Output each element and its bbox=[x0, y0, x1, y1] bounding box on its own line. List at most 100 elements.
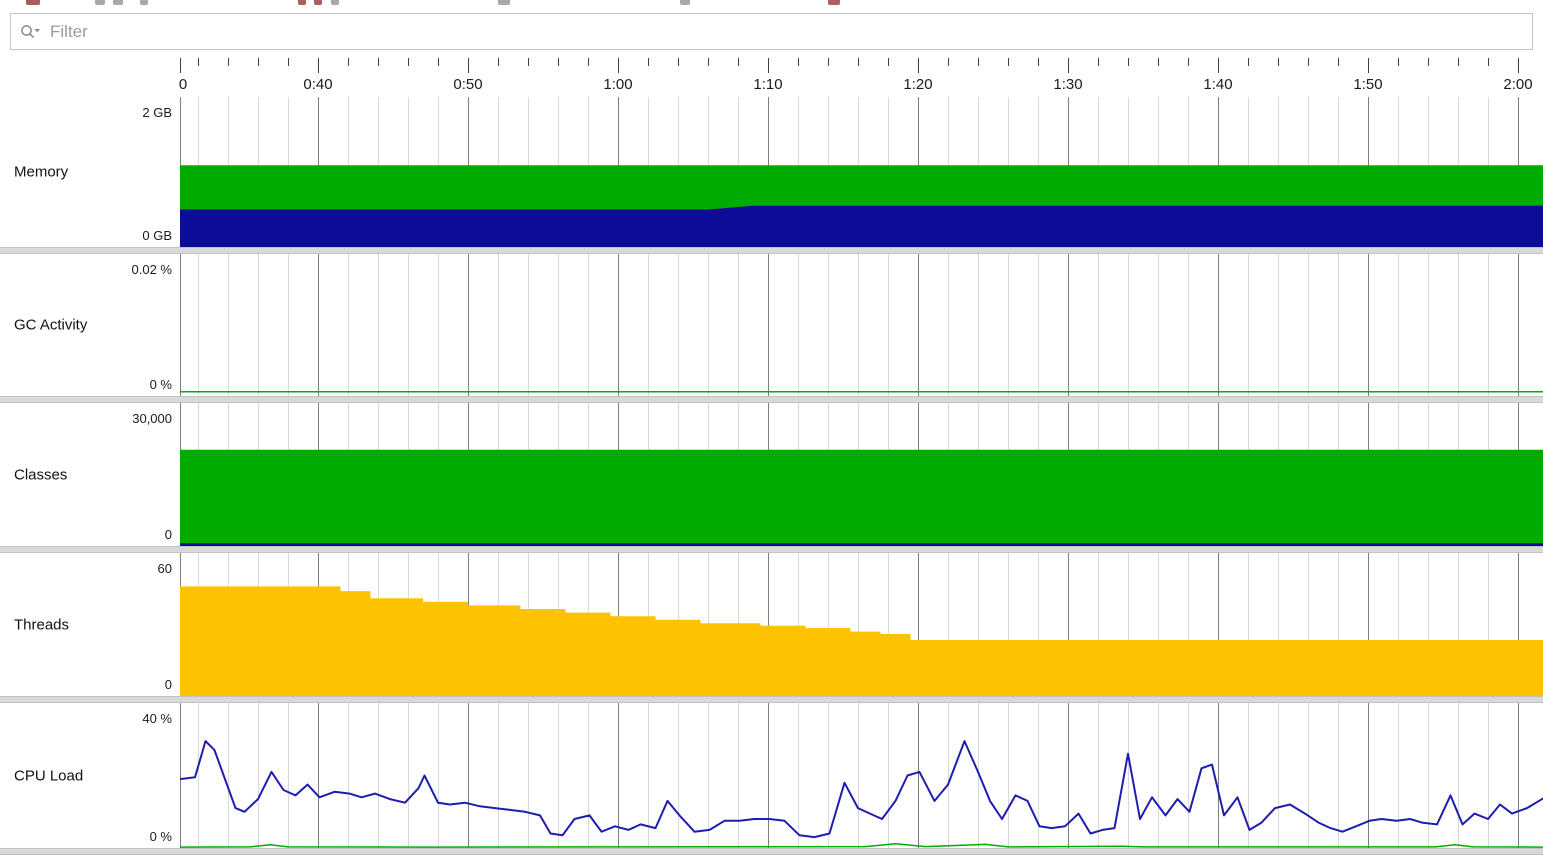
panel-cpu-load-label: CPU Load bbox=[14, 767, 84, 784]
clipped-toolbar-icon bbox=[26, 0, 40, 5]
ruler-tick bbox=[558, 58, 559, 66]
ruler-tick bbox=[828, 58, 829, 66]
ruler-tick bbox=[348, 58, 349, 66]
ruler-tick bbox=[798, 58, 799, 66]
panel-gc-activity: GC Activity 0.02 % 0 % bbox=[0, 254, 1543, 396]
filter-bar bbox=[10, 13, 1533, 50]
ruler-tick bbox=[1098, 58, 1099, 66]
ruler-tick bbox=[528, 58, 529, 66]
panel-threads-label: Threads bbox=[14, 616, 70, 633]
ruler-tick bbox=[1398, 58, 1399, 66]
ruler-tick bbox=[1518, 58, 1519, 73]
clipped-toolbar-icon bbox=[314, 0, 322, 5]
threads-chart-canvas bbox=[180, 553, 1543, 696]
ruler-tick bbox=[1038, 58, 1039, 66]
ruler-tick bbox=[1308, 58, 1309, 66]
panel-cpu-load-axis-max: 40 % bbox=[142, 711, 172, 726]
panel-cpu-load: CPU Load 40 % 0 % bbox=[0, 703, 1543, 848]
panel-gc-activity-axis-min: 0 % bbox=[149, 377, 172, 392]
panel-separator bbox=[0, 546, 1543, 553]
ruler-tick bbox=[198, 58, 199, 66]
filter-input[interactable] bbox=[48, 13, 1532, 50]
ruler-tick bbox=[228, 58, 229, 66]
clipped-toolbar-icon bbox=[680, 0, 690, 5]
clipped-toolbar-icon bbox=[140, 0, 148, 5]
ruler-tick bbox=[648, 58, 649, 66]
ruler-tick bbox=[918, 58, 919, 73]
ruler-tick bbox=[1248, 58, 1249, 66]
ruler-tick bbox=[498, 58, 499, 66]
ruler-label: 1:10 bbox=[753, 76, 783, 93]
ruler-tick bbox=[678, 58, 679, 66]
panel-threads-axis-min: 0 bbox=[164, 677, 172, 692]
clipped-toolbar-icon bbox=[95, 0, 105, 5]
ruler-label: 1:30 bbox=[1053, 76, 1083, 93]
ruler-tick bbox=[1278, 58, 1279, 66]
ruler-label: 0:40 bbox=[303, 76, 333, 93]
panel-classes-label: Classes bbox=[14, 466, 68, 483]
panel-separator bbox=[0, 848, 1543, 855]
search-filter-icon[interactable] bbox=[20, 24, 42, 40]
ruler-tick bbox=[180, 58, 181, 73]
ruler-tick bbox=[1488, 58, 1489, 66]
ruler-tick bbox=[1128, 58, 1129, 66]
panel-gc-activity-plot[interactable] bbox=[180, 254, 1543, 396]
clipped-toolbar-icon bbox=[113, 0, 123, 5]
panel-memory-label: Memory bbox=[14, 163, 69, 181]
ruler-tick bbox=[1188, 58, 1189, 66]
panel-classes-axis-max: 30,000 bbox=[132, 411, 172, 426]
ruler-tick bbox=[1218, 58, 1219, 73]
ruler-label: 1:50 bbox=[1353, 76, 1383, 93]
classes-chart-canvas bbox=[180, 403, 1543, 546]
panel-classes-axis-min: 0 bbox=[164, 527, 172, 542]
cpu-load-chart-canvas bbox=[180, 703, 1543, 848]
ruler-tick bbox=[618, 58, 619, 73]
timeline-ruler[interactable]: 0 0:40 0:50 1:00 1:10 1:20 1:30 1:40 1:50 2:00 bbox=[0, 55, 1543, 97]
ruler-tick bbox=[288, 58, 289, 66]
ruler-tick bbox=[408, 58, 409, 66]
ruler-tick bbox=[708, 58, 709, 66]
ruler-label: 2:00 bbox=[1503, 76, 1533, 93]
ruler-tick bbox=[1068, 58, 1069, 73]
panel-separator bbox=[0, 696, 1543, 703]
panel-memory-axis-max: 2 GB bbox=[142, 105, 172, 120]
panel-threads: Threads 60 0 bbox=[0, 553, 1543, 696]
panel-classes-plot[interactable] bbox=[180, 403, 1543, 546]
ruler-label: 0 bbox=[178, 76, 188, 93]
ruler-tick bbox=[468, 58, 469, 73]
ruler-tick bbox=[978, 58, 979, 66]
ruler-tick bbox=[1158, 58, 1159, 66]
clipped-toolbar-icon bbox=[828, 0, 840, 5]
panel-memory-plot[interactable] bbox=[180, 97, 1543, 247]
panel-separator bbox=[0, 396, 1543, 403]
ruler-tick bbox=[378, 58, 379, 66]
ruler-tick bbox=[588, 58, 589, 66]
panel-gc-activity-axis-max: 0.02 % bbox=[131, 262, 172, 277]
ruler-tick bbox=[858, 58, 859, 66]
clipped-toolbar-icon bbox=[331, 0, 339, 5]
ruler-tick bbox=[768, 58, 769, 73]
ruler-label: 0:50 bbox=[453, 76, 483, 93]
panel-memory-axis-min: 0 GB bbox=[142, 228, 172, 243]
clipped-toolbar-icon bbox=[298, 0, 306, 5]
ruler-tick bbox=[1458, 58, 1459, 66]
panel-cpu-load-axis-min: 0 % bbox=[149, 829, 172, 844]
gc-activity-chart-canvas bbox=[180, 254, 1543, 396]
ruler-label: 1:40 bbox=[1203, 76, 1233, 93]
ruler-tick bbox=[1338, 58, 1339, 66]
panel-threads-plot[interactable] bbox=[180, 553, 1543, 696]
panel-gc-activity-label: GC Activity bbox=[14, 316, 88, 334]
ruler-tick bbox=[1368, 58, 1369, 73]
ruler-tick bbox=[1008, 58, 1009, 66]
panel-separator bbox=[0, 247, 1543, 254]
panel-memory: Memory 2 GB 0 GB bbox=[0, 97, 1543, 247]
ruler-tick bbox=[1428, 58, 1429, 66]
panel-threads-axis-max: 60 bbox=[157, 561, 172, 576]
ruler-tick bbox=[258, 58, 259, 66]
clipped-toolbar bbox=[0, 0, 1543, 10]
ruler-tick bbox=[888, 58, 889, 66]
ruler-tick bbox=[738, 58, 739, 66]
panel-cpu-load-plot[interactable] bbox=[180, 703, 1543, 848]
ruler-tick bbox=[438, 58, 439, 66]
